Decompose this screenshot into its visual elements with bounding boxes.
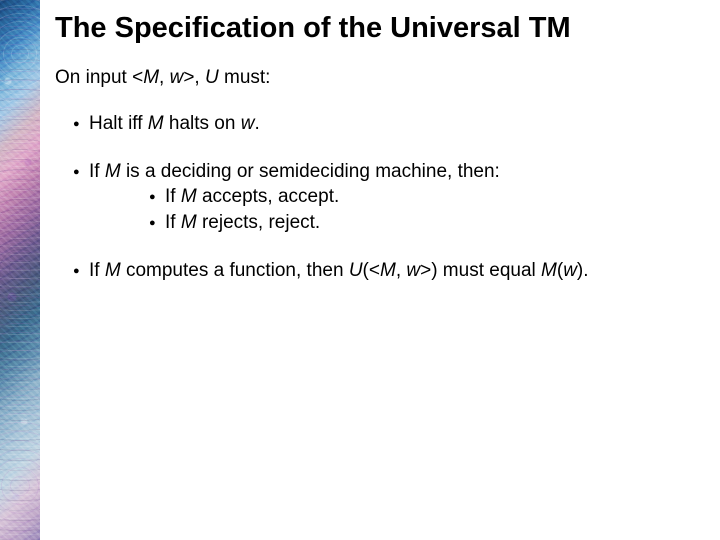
text: On input < [55,67,143,88]
text: If [89,260,105,281]
var-w: w [406,260,420,281]
bullet-2: If M is a deciding or semideciding machi… [73,159,710,236]
var-w: w [170,67,184,88]
bullet-3: If M computes a function, then U(<M, w>)… [73,258,710,284]
bullet-list: Halt iff M halts on w. If M is a decidin… [55,111,710,283]
text: . [254,113,259,134]
text: accepts, accept. [197,186,340,207]
text: rejects, reject. [197,212,321,233]
text: Halt iff [89,113,148,134]
decorative-sidebar [0,0,40,540]
text: , [396,260,407,281]
text: halts on [164,113,241,134]
text: If [89,161,105,182]
text: must: [219,67,271,88]
slide-title: The Specification of the Universal TM [55,12,710,45]
intro-line: On input <M, w>, U must: [55,67,710,89]
slide-content: The Specification of the Universal TM On… [55,12,720,540]
var-w: w [241,113,255,134]
var-M: M [148,113,164,134]
var-M: M [143,67,159,88]
var-M: M [541,260,557,281]
sub-2: If M rejects, reject. [149,210,710,236]
var-U: U [205,67,219,88]
text: computes a function, then [121,260,349,281]
var-w: w [563,260,577,281]
text: If [165,212,181,233]
text: , [159,67,170,88]
text: ). [577,260,589,281]
bullet-1: Halt iff M halts on w. [73,111,710,137]
sub-list: If M accepts, accept. If M rejects, reje… [89,184,710,235]
text: >) must equal [420,260,541,281]
var-M: M [105,260,121,281]
var-M: M [181,186,197,207]
var-M: M [105,161,121,182]
sub-1: If M accepts, accept. [149,184,710,210]
text: >, [183,67,205,88]
text: (< [363,260,380,281]
text: is a deciding or semideciding machine, t… [121,161,500,182]
var-M: M [181,212,197,233]
var-U: U [349,260,363,281]
text: If [165,186,181,207]
var-M: M [380,260,396,281]
